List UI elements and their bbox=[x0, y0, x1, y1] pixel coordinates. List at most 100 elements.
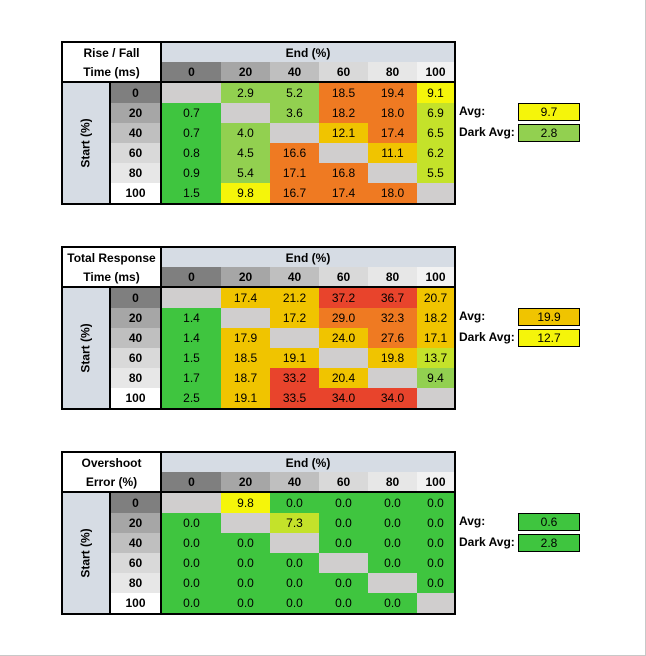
data-cell: 0.0 bbox=[417, 513, 456, 533]
data-cell: 19.1 bbox=[270, 348, 319, 368]
data-cell: 32.3 bbox=[368, 308, 417, 328]
data-cell: 2.5 bbox=[162, 388, 221, 410]
row-header-0: 0 bbox=[111, 83, 162, 103]
start-percent-header: Start (%) bbox=[61, 493, 111, 615]
end-percent-header: End (%) bbox=[162, 41, 456, 62]
start-percent-label: Start (%) bbox=[79, 528, 93, 578]
column-header-100: 100 bbox=[417, 62, 456, 83]
row-header-40: 40 bbox=[111, 533, 162, 553]
data-cell: 0.0 bbox=[319, 573, 368, 593]
data-cell: 0.0 bbox=[162, 513, 221, 533]
data-cell: 0.0 bbox=[319, 493, 368, 513]
row-header-80: 80 bbox=[111, 163, 162, 183]
data-cell: 18.7 bbox=[221, 368, 270, 388]
data-cell: 0.0 bbox=[319, 513, 368, 533]
data-cell: 4.0 bbox=[221, 123, 270, 143]
data-cell: 0.0 bbox=[319, 533, 368, 553]
data-cell: 18.2 bbox=[417, 308, 456, 328]
data-cell: 24.0 bbox=[319, 328, 368, 348]
avg-label: Avg: bbox=[459, 309, 486, 323]
data-cell: 19.1 bbox=[221, 388, 270, 410]
data-cell: 0.0 bbox=[417, 553, 456, 573]
data-cell: 0.0 bbox=[417, 573, 456, 593]
table-title-line1: Total Response bbox=[61, 246, 162, 267]
dark-avg-label: Dark Avg: bbox=[459, 535, 515, 549]
data-cell bbox=[221, 103, 270, 123]
column-header-60: 60 bbox=[319, 267, 368, 288]
column-header-20: 20 bbox=[221, 472, 270, 493]
data-cell: 9.4 bbox=[417, 368, 456, 388]
data-cell: 0.0 bbox=[368, 593, 417, 615]
data-cell: 16.7 bbox=[270, 183, 319, 205]
column-header-0: 0 bbox=[162, 472, 221, 493]
total-response-table: Total Response Time (ms) End (%) 0 20 40 60 80 1… bbox=[61, 246, 456, 410]
data-cell: 16.8 bbox=[319, 163, 368, 183]
data-cell bbox=[417, 593, 456, 615]
data-cell: 5.4 bbox=[221, 163, 270, 183]
data-cell bbox=[270, 123, 319, 143]
data-cell: 13.7 bbox=[417, 348, 456, 368]
data-cell bbox=[221, 308, 270, 328]
row-header-60: 60 bbox=[111, 143, 162, 163]
data-cell bbox=[368, 573, 417, 593]
data-cell bbox=[319, 553, 368, 573]
data-cell: 18.0 bbox=[368, 183, 417, 205]
data-cell bbox=[221, 513, 270, 533]
table-title-line1: Overshoot bbox=[61, 451, 162, 472]
data-cell: 0.8 bbox=[162, 143, 221, 163]
data-cell: 34.0 bbox=[319, 388, 368, 410]
end-percent-header: End (%) bbox=[162, 246, 456, 267]
data-cell: 19.4 bbox=[368, 83, 417, 103]
data-cell: 0.0 bbox=[368, 553, 417, 573]
data-cell: 17.4 bbox=[319, 183, 368, 205]
data-cell: 17.4 bbox=[368, 123, 417, 143]
data-cell: 16.6 bbox=[270, 143, 319, 163]
avg-value: 19.9 bbox=[518, 308, 580, 326]
row-header-80: 80 bbox=[111, 573, 162, 593]
dark-avg-label: Dark Avg: bbox=[459, 125, 515, 139]
column-header-40: 40 bbox=[270, 472, 319, 493]
data-cell bbox=[319, 348, 368, 368]
table-title-line2: Time (ms) bbox=[61, 62, 162, 83]
row-header-100: 100 bbox=[111, 388, 162, 410]
row-header-60: 60 bbox=[111, 553, 162, 573]
data-cell bbox=[270, 328, 319, 348]
data-cell: 3.6 bbox=[270, 103, 319, 123]
data-cell: 0.0 bbox=[221, 573, 270, 593]
data-cell: 0.7 bbox=[162, 123, 221, 143]
column-header-80: 80 bbox=[368, 472, 417, 493]
column-header-0: 0 bbox=[162, 62, 221, 83]
data-cell: 21.2 bbox=[270, 288, 319, 308]
data-cell bbox=[162, 83, 221, 103]
data-cell: 18.0 bbox=[368, 103, 417, 123]
data-cell: 37.2 bbox=[319, 288, 368, 308]
data-cell bbox=[368, 163, 417, 183]
column-header-20: 20 bbox=[221, 267, 270, 288]
data-cell: 17.1 bbox=[417, 328, 456, 348]
data-cell: 9.1 bbox=[417, 83, 456, 103]
data-cell: 0.0 bbox=[221, 593, 270, 615]
data-cell: 0.0 bbox=[417, 493, 456, 513]
data-cell: 19.8 bbox=[368, 348, 417, 368]
data-cell: 0.0 bbox=[368, 493, 417, 513]
start-percent-header: Start (%) bbox=[61, 288, 111, 410]
data-cell: 0.0 bbox=[368, 513, 417, 533]
data-cell: 1.5 bbox=[162, 348, 221, 368]
column-header-40: 40 bbox=[270, 267, 319, 288]
data-cell bbox=[368, 368, 417, 388]
data-cell: 0.0 bbox=[221, 533, 270, 553]
data-cell: 5.2 bbox=[270, 83, 319, 103]
column-header-60: 60 bbox=[319, 62, 368, 83]
data-cell: 6.9 bbox=[417, 103, 456, 123]
data-cell: 0.0 bbox=[270, 493, 319, 513]
data-cell: 4.5 bbox=[221, 143, 270, 163]
data-cell bbox=[270, 533, 319, 553]
start-percent-header: Start (%) bbox=[61, 83, 111, 205]
dark-avg-value: 2.8 bbox=[518, 534, 580, 552]
data-cell: 2.9 bbox=[221, 83, 270, 103]
data-cell: 18.5 bbox=[319, 83, 368, 103]
data-cell: 18.5 bbox=[221, 348, 270, 368]
row-header-20: 20 bbox=[111, 308, 162, 328]
data-cell: 0.0 bbox=[270, 593, 319, 615]
start-percent-label: Start (%) bbox=[79, 323, 93, 373]
